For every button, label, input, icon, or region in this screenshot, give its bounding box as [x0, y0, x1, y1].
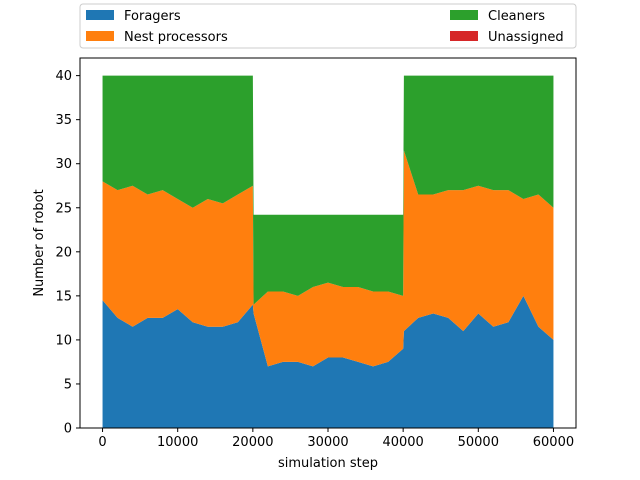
area-cleaners: [102, 75, 554, 305]
y-tick-label: 40: [55, 69, 72, 84]
y-axis-ticks: 0 5 10 15 20 25 30 35 40: [55, 69, 80, 437]
y-tick-label: 25: [55, 201, 72, 216]
x-tick-label: 50000: [458, 435, 499, 450]
x-axis-label: simulation step: [278, 456, 378, 471]
legend-label: Cleaners: [488, 9, 545, 24]
x-tick-label: 10000: [157, 435, 198, 450]
legend: Foragers Nest processors Cleaners Unassigne…: [79, 3, 577, 49]
y-tick-label: 20: [55, 245, 72, 260]
y-tick-label: 35: [55, 113, 72, 128]
y-tick-label: 0: [64, 422, 72, 437]
x-tick-label: 60000: [533, 435, 574, 450]
y-tick-label: 5: [64, 377, 72, 392]
y-tick-label: 10: [55, 333, 72, 348]
legend-label: Foragers: [124, 9, 181, 24]
x-tick-label: 40000: [382, 435, 423, 450]
legend-swatch: [450, 10, 478, 20]
legend-label: Unassigned: [488, 30, 564, 45]
legend-swatch: [450, 31, 478, 41]
x-tick-label: 30000: [307, 435, 348, 450]
x-tick-label: 0: [98, 435, 106, 450]
y-tick-label: 15: [55, 289, 72, 304]
legend-swatch: [86, 10, 114, 20]
legend-swatch: [86, 31, 114, 41]
y-tick-label: 30: [55, 157, 72, 172]
x-axis-ticks: 0 10000 20000 30000 40000 50000 60000: [98, 428, 574, 450]
area-nest-processors: [102, 150, 554, 367]
area-foragers: [102, 295, 554, 428]
legend-label: Nest processors: [124, 30, 228, 45]
x-tick-label: 20000: [232, 435, 273, 450]
stacked-areas: [102, 75, 554, 428]
y-axis-label: Number of robot: [32, 189, 47, 296]
